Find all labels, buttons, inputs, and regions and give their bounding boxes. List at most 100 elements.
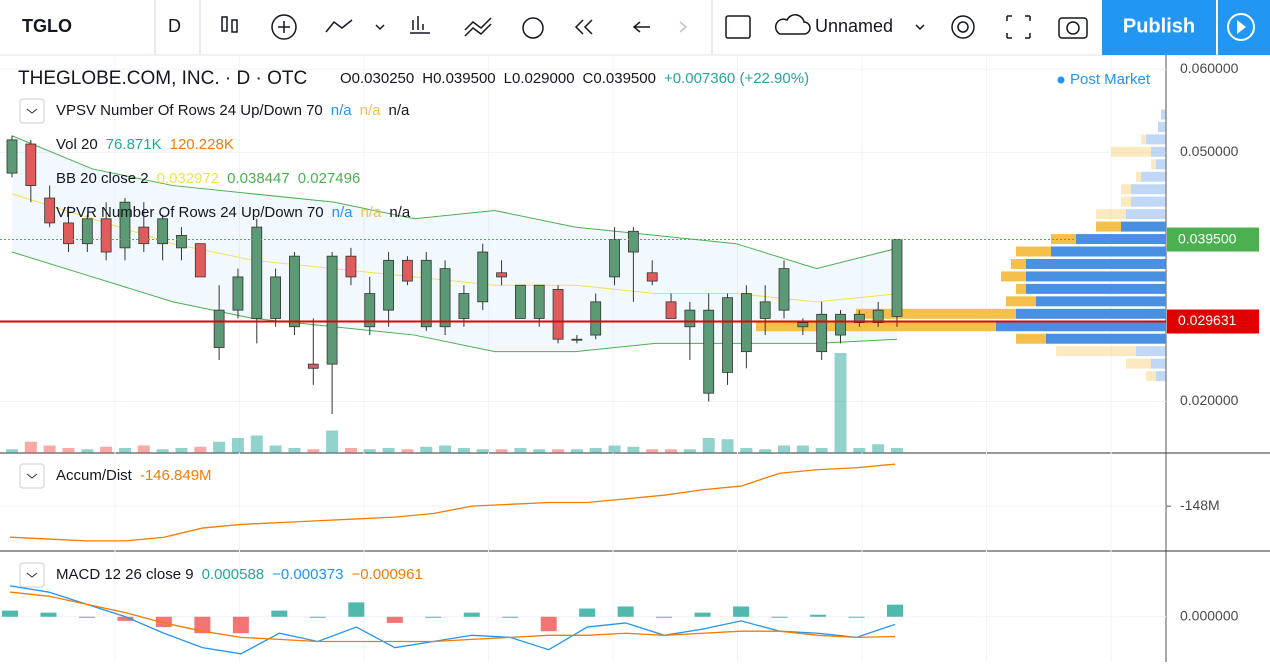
symbol[interactable]: TGLO <box>22 16 72 36</box>
candle-body <box>383 259 394 311</box>
candle-body <box>533 284 545 319</box>
volume-bar <box>533 449 546 453</box>
candle-body <box>590 301 602 336</box>
candle-body <box>684 309 696 328</box>
profile-down <box>1126 358 1151 369</box>
candle-body <box>872 309 884 324</box>
candle-body <box>627 230 639 253</box>
publish-button[interactable] <box>1102 0 1216 55</box>
volume-bar <box>81 449 94 453</box>
legend-part: -146.849M <box>140 467 212 484</box>
macd-hist <box>694 612 711 617</box>
profile-down <box>1006 296 1036 307</box>
macd-hist <box>463 612 480 617</box>
band-upper <box>11 135 898 270</box>
candle-body <box>176 234 187 249</box>
volume-bar <box>457 448 470 453</box>
layout-name[interactable]: Unnamed <box>815 16 893 36</box>
legend: BB 20 close 2 0.032972 0.038447 0.027496 <box>56 170 360 187</box>
candle-body <box>100 218 112 253</box>
profile-up <box>1141 171 1166 182</box>
session: Post Market <box>1070 71 1151 88</box>
y-tick-label: -148M <box>1180 497 1220 513</box>
legend-part: +0.007360 (+22.90%) <box>664 70 809 87</box>
candle-body <box>44 197 56 224</box>
candle-body <box>816 313 828 353</box>
profile-up <box>1151 146 1166 157</box>
macd-hist <box>78 616 95 618</box>
legend-part: C0.039500 <box>583 70 656 87</box>
profile-up <box>1146 134 1166 145</box>
legend: MACD 12 26 close 9 0.000588 −0.000373 −0.00… <box>56 566 423 583</box>
volume-bar <box>778 445 791 453</box>
profile-up <box>996 321 1166 332</box>
collapse <box>19 98 45 124</box>
candle-body <box>402 259 413 282</box>
legend-part: BB 20 close 2 <box>56 170 149 187</box>
macd-hist <box>502 616 519 618</box>
candle-body <box>835 313 846 336</box>
legend-part: n/a <box>389 204 411 221</box>
profile-up <box>1016 308 1166 319</box>
macd-hist <box>40 612 57 617</box>
volume-bar <box>721 439 734 453</box>
legend: Accum/Dist -146.849M <box>56 467 212 484</box>
candle-body <box>326 255 338 365</box>
y-tick-label: 0.050000 <box>1180 143 1239 159</box>
legend-part: n/a <box>332 204 354 221</box>
candle-body <box>194 243 206 278</box>
profile-up <box>1158 121 1166 132</box>
profile-up <box>1161 109 1166 120</box>
volume-bar <box>62 448 75 453</box>
macd-hist <box>540 616 557 632</box>
candle-body <box>703 309 715 394</box>
legend: O0.030250 H0.039500 L0.029000 C0.039500 +0.0… <box>340 70 809 87</box>
legend: Vol 20 76.871K 120.228K <box>56 136 234 153</box>
price-tag <box>1167 227 1259 252</box>
volume-bar <box>476 449 489 453</box>
candle-body <box>345 255 357 278</box>
candle-body <box>759 301 771 319</box>
volume-bar <box>420 446 433 453</box>
macd-hist <box>271 610 288 617</box>
legend-part: 0.027496 <box>298 170 361 187</box>
chevron <box>26 108 38 114</box>
toolbar-icons[interactable] <box>154 0 1088 55</box>
publish-label[interactable]: Publish <box>1123 15 1195 37</box>
volume-bar <box>401 449 414 453</box>
volume-bar <box>231 438 244 453</box>
volume-bar <box>269 445 282 453</box>
candle-body <box>477 251 489 303</box>
volume-bar <box>137 445 150 453</box>
macd-hist <box>810 614 827 617</box>
volume-bar <box>326 430 339 453</box>
volume-bar <box>815 448 828 453</box>
volume-bar <box>495 449 508 453</box>
candle-body <box>213 309 225 348</box>
candle-body <box>307 363 319 369</box>
profile-down <box>1016 283 1026 294</box>
volume-bar <box>100 446 113 453</box>
profile-down <box>1056 346 1136 357</box>
macd-hist <box>232 616 249 634</box>
volume-bar <box>288 448 301 453</box>
volume-bar <box>43 445 56 453</box>
legend-part: VPSV Number Of Rows 24 Up/Down 70 <box>56 102 323 119</box>
macd-hist <box>733 606 750 617</box>
profile-down <box>1096 209 1126 220</box>
macd-hist <box>309 616 326 618</box>
accum-line <box>9 463 896 542</box>
candle-body <box>289 255 300 328</box>
volume-bar <box>24 441 37 453</box>
volume-bar <box>834 353 847 453</box>
interval[interactable]: D <box>168 16 181 36</box>
legend-part: n/a <box>331 102 353 119</box>
legend-part: n/a <box>360 102 382 119</box>
profile-up <box>1156 159 1166 170</box>
volume-bar <box>552 449 565 453</box>
volume-bar <box>439 445 452 453</box>
candle-body <box>496 272 507 278</box>
candle-body <box>157 218 169 245</box>
legend-part: n/a <box>360 204 382 221</box>
legend-part: Accum/Dist <box>56 467 133 484</box>
